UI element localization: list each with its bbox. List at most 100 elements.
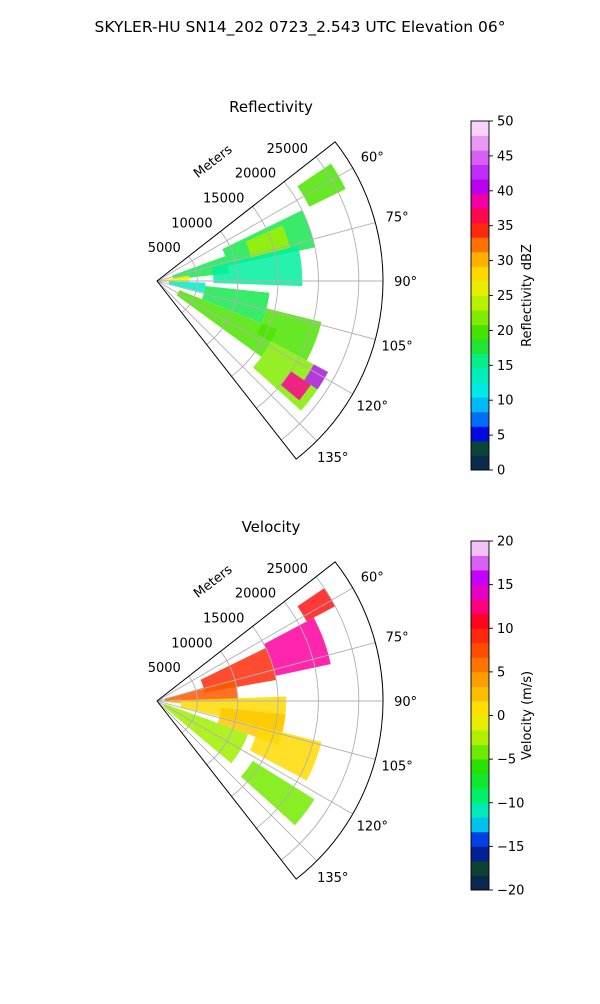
range-grid-ring [280, 576, 360, 861]
colorbar-bin [471, 700, 489, 716]
colorbar-bin [471, 193, 489, 209]
colorbar-bin [471, 846, 489, 862]
echo-region-13 [304, 364, 329, 390]
range-tick-label: 20000 [235, 587, 276, 602]
colorbar-tick-label: 50 [497, 115, 514, 130]
colorbar: 0 5 10 15 20 25 30 35 40 45 50 Reflectivity dBZ [470, 115, 535, 479]
colorbar-tick-label: 35 [497, 219, 514, 234]
colorbar-bin [471, 541, 489, 556]
colorbar-bin [471, 817, 489, 833]
azimuth-grid-line [156, 587, 353, 702]
plots-layer: Reflectivity500010000150002000025000Mete… [148, 98, 535, 899]
colorbar-bin [471, 599, 489, 615]
colorbar-bin [471, 397, 489, 413]
colorbar-tick-label: 30 [497, 254, 514, 269]
colorbar-bin [471, 759, 489, 775]
colorbar-bin [471, 324, 489, 340]
colorbar-bin [471, 831, 489, 847]
colorbar-bin [471, 875, 489, 891]
colorbar-bin [471, 455, 489, 471]
colorbar-tick-label: 45 [497, 149, 514, 164]
azimuth-grid-line [156, 222, 376, 282]
colorbar-bin [471, 382, 489, 398]
range-tick-label: 10000 [171, 216, 212, 231]
azimuth-grid-line [156, 280, 318, 442]
colorbar-bin [471, 121, 489, 136]
colorbar-tick-label: 15 [497, 359, 514, 374]
colorbar-bin [471, 280, 489, 296]
range-tick-label: 20000 [235, 167, 276, 182]
range-tick-label: 15000 [203, 611, 244, 626]
colorbar-bin [471, 671, 489, 687]
colorbar-bin [471, 730, 489, 745]
range-grid-ring [231, 206, 279, 377]
range-tick-label: 10000 [171, 636, 212, 651]
colorbar-tick-label: 20 [497, 324, 514, 339]
azimuth-tick-label: 75° [386, 631, 409, 646]
colorbar-bin [471, 773, 489, 789]
colorbar-bin [471, 555, 489, 571]
azimuth-grid-line [156, 700, 318, 862]
colorbar-bin [471, 802, 489, 818]
colorbar-tick-label: 5 [497, 429, 505, 444]
colorbar-tick-label: 20 [497, 535, 514, 550]
colorbar-bin [471, 426, 489, 442]
echo-region-2 [263, 617, 331, 676]
sector-frame [156, 141, 384, 460]
azimuth-grid-line [156, 280, 353, 395]
azimuth-tick-label: 135° [317, 451, 348, 466]
colorbar-bin [471, 179, 489, 195]
azimuth-tick-label: 90° [394, 275, 417, 290]
echo-region-3 [200, 647, 277, 693]
azimuth-tick-label: 105° [381, 339, 412, 354]
azimuth-tick-label: 60° [361, 571, 384, 586]
range-grid-ring [181, 675, 198, 734]
azimuth-tick-label: 120° [357, 819, 388, 834]
colorbar-bin [471, 150, 489, 166]
azimuth-grid-line [156, 700, 353, 815]
colorbar-bin [471, 613, 489, 629]
colorbar-bin [471, 642, 489, 658]
colorbar-tick-label: 10 [497, 394, 514, 409]
chart-title: Velocity [242, 518, 301, 536]
colorbar-bin [471, 135, 489, 151]
range-tick-label: 25000 [267, 142, 308, 157]
colorbar-tick-label: 5 [497, 665, 505, 680]
colorbar-bin [471, 860, 489, 876]
colorbar-bin [471, 411, 489, 427]
echo-region-3 [245, 225, 291, 258]
colorbar-tick-label: −20 [497, 884, 524, 899]
colorbar-bin [471, 208, 489, 224]
range-grid-ring [256, 181, 319, 409]
colorbar: −20 −15 −10 −5 0 5 10 15 20 Velocity (m/s) [470, 535, 535, 899]
colorbar-bin [471, 686, 489, 702]
echo-region-1 [297, 588, 336, 622]
azimuth-tick-label: 90° [394, 695, 417, 710]
colorbar-label: Reflectivity dBZ [520, 244, 535, 347]
range-grid-ring [206, 651, 239, 765]
azimuth-tick-label: 120° [357, 399, 388, 414]
echo-region-8 [201, 286, 270, 324]
colorbar-label: Velocity (m/s) [520, 671, 535, 760]
range-grid-ring [181, 255, 198, 314]
echo-region-9 [163, 703, 249, 764]
range-tick-label: 5000 [148, 661, 181, 676]
chart-title: Reflectivity [229, 98, 313, 116]
colorbar-bin [471, 368, 489, 384]
echo-region-1 [297, 163, 346, 207]
range-grid-ring [256, 601, 319, 829]
colorbar-bin [471, 744, 489, 760]
azimuth-grid-line [156, 700, 376, 760]
colorbar-bin [471, 440, 489, 456]
range-tick-label: 5000 [148, 241, 181, 256]
azimuth-grid-line [156, 280, 376, 340]
colorbar-tick-label: 15 [497, 578, 514, 593]
echo-region-6 [157, 275, 190, 283]
figure-suptitle: SKYLER-HU SN14_202 0723_2.543 UTC Elevat… [95, 18, 506, 37]
colorbar-bin [471, 237, 489, 253]
range-tick-label: 25000 [267, 562, 308, 577]
azimuth-tick-label: 105° [381, 759, 412, 774]
